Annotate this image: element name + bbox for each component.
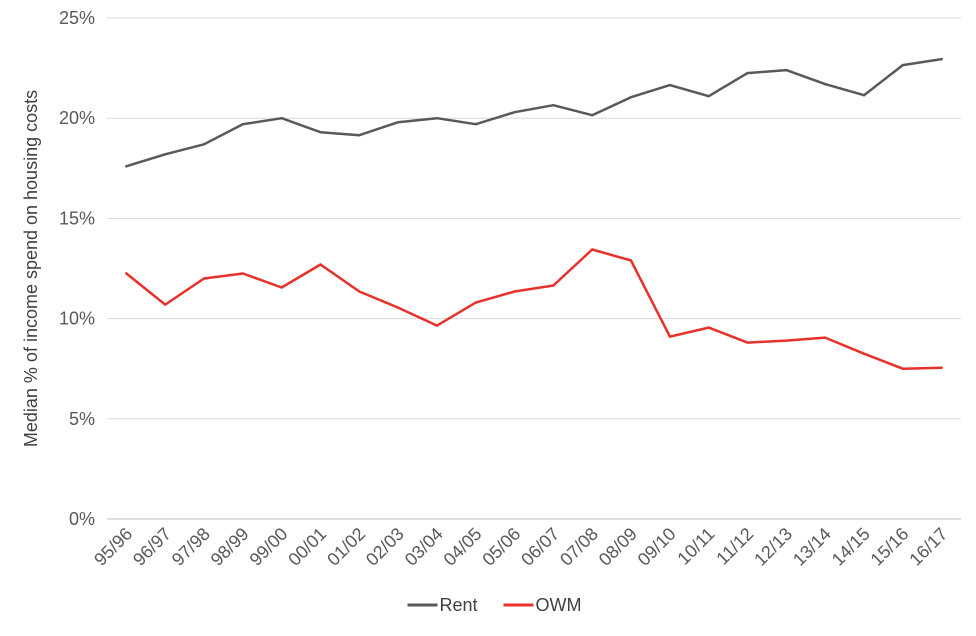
- y-tick-label: 0%: [69, 509, 95, 529]
- data-point-rent: [707, 94, 710, 98]
- x-tick-label: 05/06: [478, 524, 524, 570]
- series-lines: [125, 57, 943, 370]
- x-tick-label: 06/07: [517, 524, 563, 570]
- legend: Rent OWM: [407, 595, 582, 615]
- data-point-owm: [785, 339, 788, 342]
- data-point-rent: [241, 123, 245, 126]
- x-tick-label: 96/97: [129, 524, 175, 570]
- legend-label: OWM: [536, 595, 582, 615]
- x-tick-label: 97/98: [168, 524, 214, 570]
- data-point-owm: [202, 277, 206, 280]
- x-tick-label: 99/00: [246, 524, 292, 570]
- data-point-rent: [591, 113, 594, 117]
- x-tick-label: 10/11: [673, 524, 718, 569]
- x-tick-label: 07/08: [556, 524, 602, 570]
- x-tick-label: 16/17: [905, 524, 951, 570]
- x-tick-label: 12/13: [750, 524, 796, 570]
- gridlines: [107, 17, 961, 520]
- data-point-owm: [241, 272, 245, 275]
- data-point-owm: [164, 303, 167, 306]
- x-tick-label: 13/14: [789, 524, 835, 570]
- y-tick-label: 15%: [59, 208, 95, 228]
- x-tick-label: 02/03: [362, 524, 408, 570]
- x-tick-label: 00/01: [284, 524, 330, 570]
- data-point-owm: [319, 263, 322, 266]
- data-point-rent: [785, 68, 788, 72]
- data-point-owm: [474, 301, 477, 304]
- data-point-rent: [280, 117, 283, 120]
- data-point-rent: [552, 103, 555, 107]
- data-point-rent: [474, 123, 477, 126]
- data-point-owm: [513, 290, 516, 293]
- x-tick-label: 04/05: [440, 524, 486, 570]
- x-tick-label: 03/04: [401, 524, 447, 570]
- data-point-rent: [125, 165, 128, 168]
- x-tick-label: 95/96: [90, 524, 136, 570]
- data-point-owm: [396, 306, 400, 309]
- y-tick-label: 25%: [59, 8, 95, 28]
- y-tick-label: 5%: [69, 409, 95, 429]
- series-line-rent: [125, 57, 943, 168]
- data-point-rent: [513, 110, 516, 114]
- x-tick-label: 98/99: [207, 524, 253, 570]
- data-point-owm: [707, 326, 710, 329]
- data-point-rent: [746, 71, 749, 75]
- data-point-rent: [164, 153, 167, 156]
- y-axis-title: Median % of income spend on housing cost…: [21, 90, 41, 447]
- legend-label: Rent: [440, 595, 478, 615]
- data-point-owm: [125, 272, 128, 275]
- data-point-owm: [823, 336, 827, 339]
- data-point-owm: [746, 341, 749, 344]
- data-point-owm: [435, 324, 439, 327]
- data-point-rent: [668, 83, 672, 87]
- data-point-rent: [358, 134, 361, 137]
- data-point-rent: [396, 121, 400, 124]
- data-point-rent: [629, 95, 633, 99]
- data-point-owm: [862, 352, 866, 355]
- data-point-rent: [901, 63, 904, 67]
- x-tick-label: 11/12: [712, 524, 757, 569]
- series-line-owm: [125, 248, 943, 370]
- data-point-owm: [901, 367, 904, 370]
- data-point-owm: [668, 335, 672, 338]
- data-point-rent: [940, 57, 943, 61]
- legend-entry-owm: OWM: [503, 595, 582, 615]
- data-point-owm: [280, 286, 283, 289]
- data-point-owm: [358, 290, 361, 293]
- x-axis-ticks: 95/9696/9797/9898/9999/0000/0101/0202/03…: [90, 524, 951, 570]
- legend-entry-rent: Rent: [407, 595, 478, 615]
- x-tick-label: 14/15: [828, 524, 874, 570]
- data-point-rent: [319, 131, 322, 134]
- x-tick-label: 15/16: [867, 524, 913, 570]
- x-tick-label: 09/10: [634, 524, 680, 570]
- data-point-rent: [202, 143, 206, 146]
- data-point-rent: [823, 82, 827, 86]
- data-point-rent: [862, 93, 866, 97]
- data-point-owm: [940, 366, 943, 369]
- data-point-owm: [629, 259, 633, 262]
- y-axis-ticks: 0% 5% 10% 15% 20% 25%: [59, 8, 95, 529]
- y-tick-label: 20%: [59, 108, 95, 128]
- x-tick-label: 01/02: [323, 524, 369, 570]
- x-tick-label: 08/09: [595, 524, 641, 570]
- data-point-rent: [435, 117, 439, 120]
- data-point-owm: [591, 248, 594, 251]
- data-point-owm: [552, 284, 555, 287]
- y-tick-label: 10%: [59, 309, 95, 329]
